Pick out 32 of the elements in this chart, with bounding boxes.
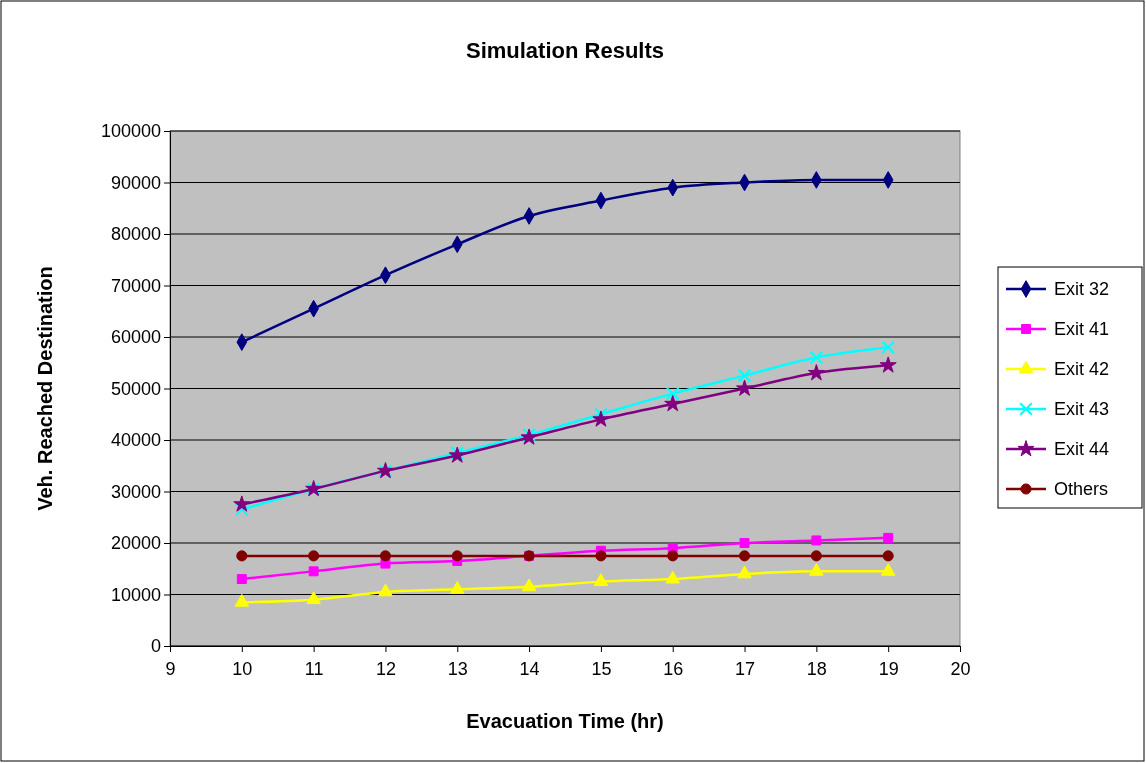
y-tick-label: 40000 bbox=[110, 430, 161, 451]
x-tick-label: 10 bbox=[232, 658, 253, 679]
x-tick-label: 15 bbox=[591, 658, 612, 679]
y-tick-label: 70000 bbox=[110, 275, 161, 296]
y-axis-title: Veh. Reached Destination bbox=[34, 266, 56, 511]
x-tick-label: 19 bbox=[878, 658, 899, 679]
x-tick-label: 13 bbox=[447, 658, 468, 679]
legend-label: Exit 44 bbox=[1054, 439, 1110, 459]
x-tick-label: 9 bbox=[165, 658, 176, 679]
y-tick-label: 10000 bbox=[110, 584, 161, 605]
x-tick-label: 20 bbox=[950, 658, 971, 679]
y-tick-label: 50000 bbox=[110, 378, 161, 399]
x-tick-label: 18 bbox=[806, 658, 827, 679]
x-tick-label: 16 bbox=[663, 658, 684, 679]
x-axis-title: Evacuation Time (hr) bbox=[466, 710, 664, 732]
y-tick-label: 100000 bbox=[100, 121, 161, 142]
legend-label: Exit 42 bbox=[1054, 359, 1110, 379]
legend-label: Exit 43 bbox=[1054, 399, 1110, 419]
legend-label: Exit 32 bbox=[1054, 279, 1110, 299]
legend-label: Others bbox=[1054, 479, 1109, 499]
chart-title: Simulation Results bbox=[465, 38, 665, 63]
y-tick-label: 0 bbox=[150, 636, 161, 657]
y-tick-label: 80000 bbox=[110, 224, 161, 245]
y-tick-label: 20000 bbox=[110, 533, 161, 554]
legend-label: Exit 41 bbox=[1054, 319, 1110, 339]
x-tick-label: 12 bbox=[375, 658, 396, 679]
x-tick-label: 14 bbox=[519, 658, 540, 679]
x-tick-label: 17 bbox=[735, 658, 756, 679]
y-tick-label: 60000 bbox=[110, 327, 161, 348]
x-tick-label: 11 bbox=[304, 658, 324, 679]
y-tick-label: 90000 bbox=[110, 172, 161, 193]
y-tick-label: 30000 bbox=[110, 481, 161, 502]
